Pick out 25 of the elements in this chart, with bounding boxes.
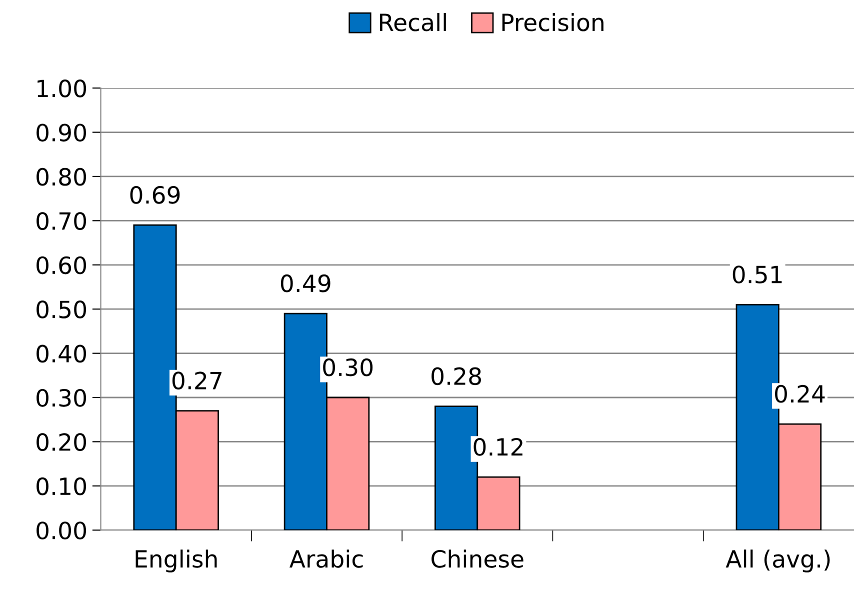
data-label: 0.24 [775,384,825,403]
data-label: 0.30 [323,358,373,376]
legend-label: Precision [502,13,604,32]
data-label: 0.28 [432,367,481,386]
y-tick-label: 0.50 [36,300,86,318]
y-tick-label: 0.70 [36,212,86,230]
data-label: 0.12 [474,438,522,456]
data-label: 0.69 [130,186,180,204]
x-tick-label: All (avg.) [726,550,830,572]
data-label: 0.49 [280,274,330,292]
y-tick-label: 0.00 [36,522,86,540]
legend-label: Recall [380,13,446,32]
y-tick-label: 0.60 [36,256,86,274]
x-tick-label: Chinese [432,550,524,568]
x-tick-label: English [136,550,217,572]
data-label: 0.27 [172,372,222,390]
y-tick-label: 0.80 [36,168,86,186]
y-tick-label: 0.20 [36,433,86,452]
y-tick-label: 0.40 [36,344,86,363]
y-tick-label: 0.10 [36,477,86,496]
y-tick-label: 0.90 [36,124,86,142]
x-tick-label: Arabic [289,550,363,568]
y-tick-label: 0.30 [36,388,86,407]
data-label: 0.51 [732,266,782,284]
y-tick-label: 1.00 [38,80,86,98]
